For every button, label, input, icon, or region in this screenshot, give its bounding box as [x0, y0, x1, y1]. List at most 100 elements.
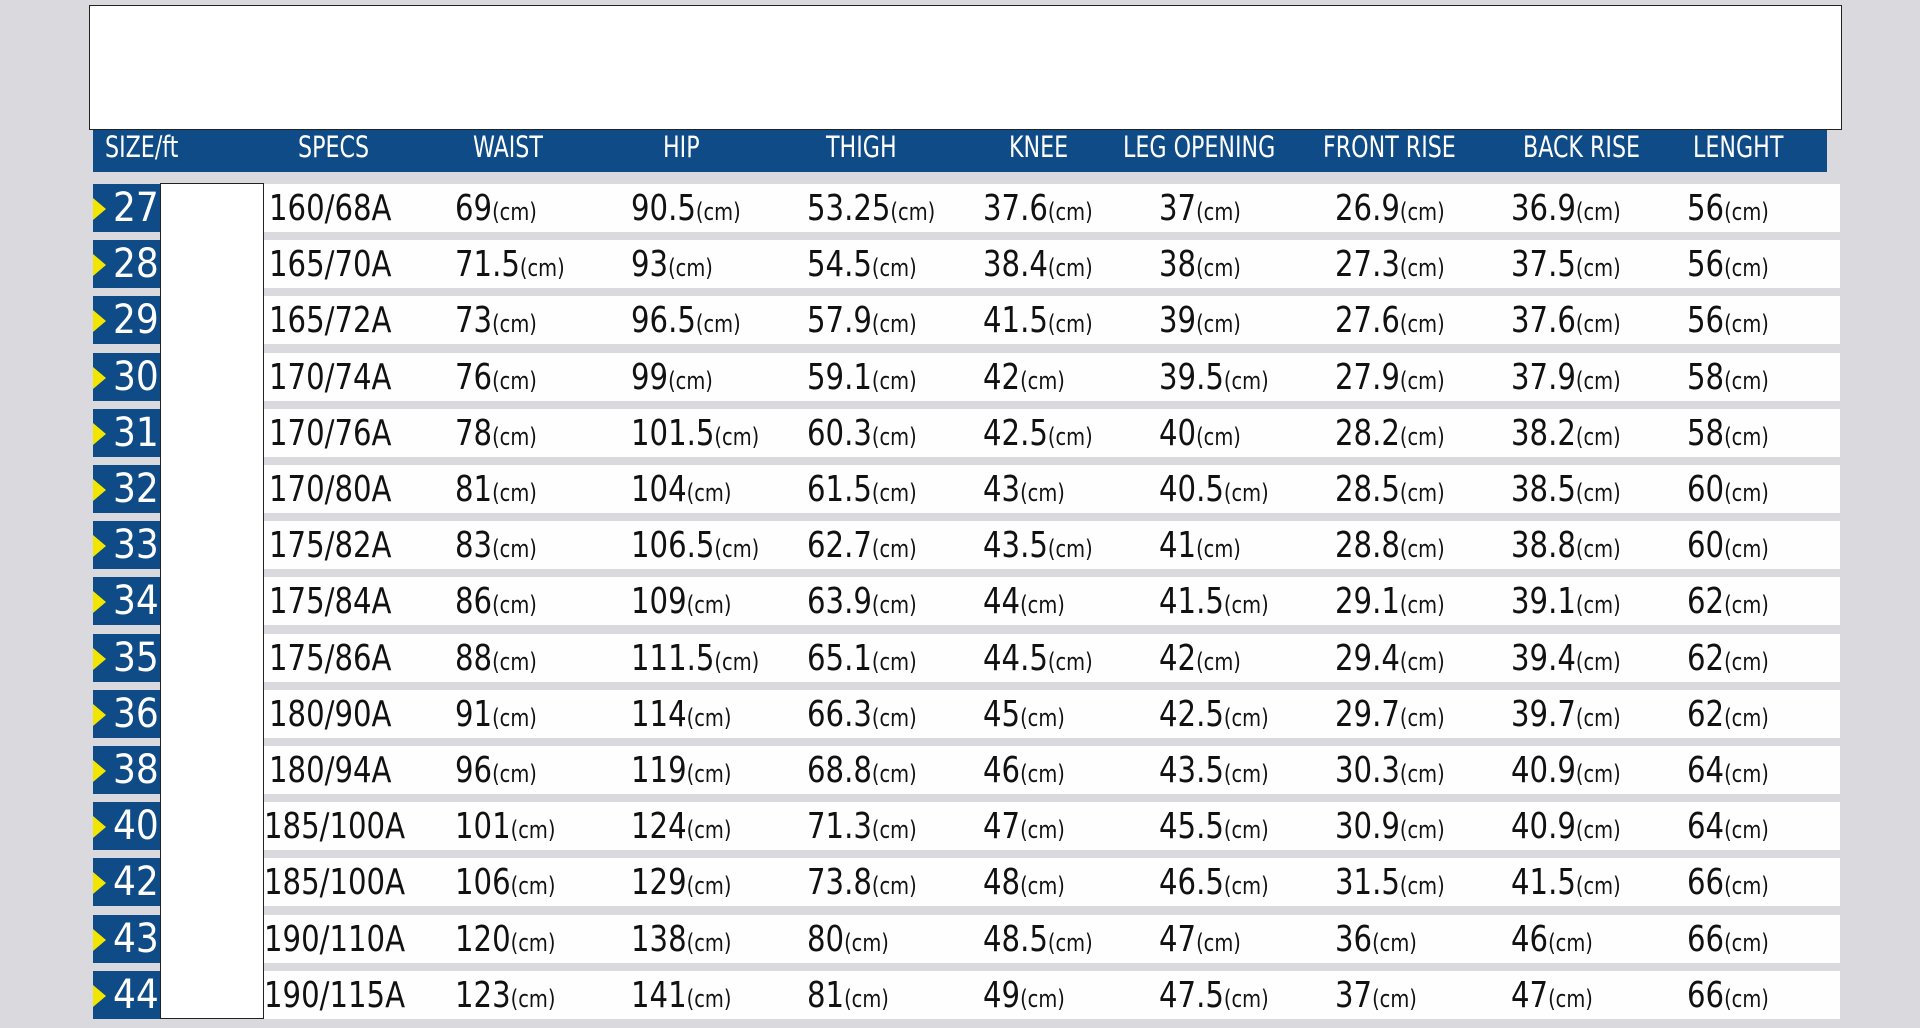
arrow-marker-icon — [93, 816, 106, 839]
measurement-cell: 66(cm) — [1687, 971, 1769, 1024]
value: 45 — [983, 693, 1021, 735]
measurement-cell: 39.4(cm) — [1511, 634, 1621, 687]
measurement-cell: 62.7(cm) — [807, 521, 917, 574]
arrow-marker-icon — [93, 703, 106, 726]
measurement-cell: 41.5(cm) — [983, 296, 1093, 349]
value: 47.5 — [1159, 974, 1224, 1016]
value: 41 — [1159, 525, 1197, 567]
measurement-cell: 78(cm) — [455, 409, 537, 462]
measurement-cell: 39.1(cm) — [1511, 577, 1621, 630]
table-header: SIZE/ft SPECS WAIST HIP THIGH KNEE LEG OPENING… — [93, 129, 1827, 172]
measurement-cell: 42(cm) — [983, 353, 1065, 406]
arrow-marker-icon — [93, 760, 106, 782]
unit: (cm) — [1223, 479, 1269, 507]
measurement-cell: 86(cm) — [455, 577, 537, 630]
unit: (cm) — [871, 872, 917, 901]
unit: (cm) — [1575, 647, 1621, 676]
value: 81 — [455, 469, 493, 510]
unit: (cm) — [871, 647, 917, 676]
measurement-cell: 123(cm) — [455, 971, 555, 1024]
value: 83 — [455, 525, 493, 567]
value: 30.3 — [1335, 750, 1400, 791]
unit: (cm) — [1399, 703, 1445, 732]
unit: (cm) — [871, 535, 917, 564]
value: 73 — [455, 300, 493, 342]
value: 101 — [455, 806, 511, 848]
measurement-cell: 68.8(cm) — [807, 746, 917, 799]
measurement-cell: 96(cm) — [455, 746, 537, 799]
value: 45.5 — [1159, 806, 1224, 848]
measurement-cell: 37.9(cm) — [1511, 353, 1621, 406]
measurement-cell: 80(cm) — [807, 915, 889, 968]
measurement-cell: 58(cm) — [1687, 409, 1769, 462]
value: 86 — [455, 581, 493, 623]
value: 44 — [983, 581, 1021, 623]
value: 54.5 — [807, 244, 872, 286]
measurement-cell: 69(cm) — [455, 184, 537, 237]
value: 40.9 — [1511, 750, 1576, 791]
size-label: 44 — [113, 971, 159, 1018]
measurement-cell: 59.1(cm) — [807, 353, 917, 406]
unit: (cm) — [1724, 872, 1769, 901]
specs-cell: 170/76A — [269, 412, 392, 454]
unit: (cm) — [1020, 479, 1065, 507]
blank-title-area — [89, 5, 1842, 130]
value: 56 — [1687, 300, 1725, 342]
size-label: 32 — [113, 466, 159, 512]
specs-cell: 180/90A — [269, 693, 392, 735]
measurement-cell: 41(cm) — [1159, 521, 1241, 574]
size-cell: 31 — [93, 408, 163, 457]
value: 40.5 — [1159, 469, 1224, 510]
unit: (cm) — [1196, 254, 1241, 283]
measurement-cell: 29.7(cm) — [1335, 690, 1445, 743]
value: 99 — [631, 356, 669, 398]
value: 30.9 — [1335, 806, 1400, 848]
unit: (cm) — [1575, 366, 1621, 395]
unit: (cm) — [871, 422, 917, 451]
value: 68.8 — [807, 750, 872, 791]
measurement-cell: 27.3(cm) — [1335, 240, 1445, 293]
size-label: 36 — [113, 690, 159, 737]
measurement-cell: 119(cm) — [631, 746, 731, 799]
measurement-cell: 60(cm) — [1687, 465, 1769, 518]
unit: (cm) — [686, 479, 732, 507]
unit: (cm) — [510, 984, 556, 1013]
table-row: 34 175/84A 86(cm) 109(cm) 63.9(cm) 44(cm) 41.5… — [93, 577, 1840, 626]
value: 40 — [1159, 412, 1197, 454]
unit: (cm) — [492, 760, 537, 788]
size-label: 27 — [113, 185, 159, 231]
value: 36 — [1335, 918, 1373, 960]
unit: (cm) — [1020, 760, 1065, 788]
unit: (cm) — [1047, 422, 1093, 451]
table-row: 35 175/86A 88(cm) 111.5(cm) 65.1(cm) 44.5(cm)… — [93, 633, 1840, 682]
measurement-cell: 40.5(cm) — [1159, 465, 1269, 518]
unit: (cm) — [686, 816, 732, 845]
value: 29.4 — [1335, 637, 1400, 679]
measurement-cell: 29.1(cm) — [1335, 577, 1445, 630]
value: 56 — [1687, 244, 1725, 286]
unit: (cm) — [1196, 198, 1241, 226]
size-cell: 43 — [93, 914, 163, 963]
measurement-cell: 66.3(cm) — [807, 690, 917, 743]
measurement-cell: 83(cm) — [455, 521, 537, 574]
measurement-cell: 39(cm) — [1159, 296, 1241, 349]
unit: (cm) — [1724, 366, 1769, 395]
arrow-marker-icon — [93, 928, 106, 951]
unit: (cm) — [1575, 872, 1621, 901]
value: 37 — [1159, 188, 1197, 229]
measurement-cell: 43.5(cm) — [1159, 746, 1269, 799]
unit: (cm) — [1047, 535, 1093, 564]
unit: (cm) — [492, 198, 537, 226]
value: 29.7 — [1335, 693, 1400, 735]
table-row: 29 165/72A 73(cm) 96.5(cm) 57.9(cm) 41.5(cm) 3… — [93, 296, 1840, 345]
measurement-cell: 101.5(cm) — [631, 409, 759, 462]
measurement-cell: 47.5(cm) — [1159, 971, 1269, 1024]
value: 90.5 — [631, 188, 696, 229]
table-row: 33 175/82A 83(cm) 106.5(cm) 62.7(cm) 43.5(cm)… — [93, 521, 1840, 570]
measurement-cell: 41.5(cm) — [1511, 858, 1621, 911]
value: 31.5 — [1335, 862, 1400, 904]
unit: (cm) — [871, 816, 917, 845]
measurement-cell: 40(cm) — [1159, 409, 1241, 462]
value: 66 — [1687, 862, 1725, 904]
measurement-cell: 47(cm) — [1159, 915, 1241, 968]
